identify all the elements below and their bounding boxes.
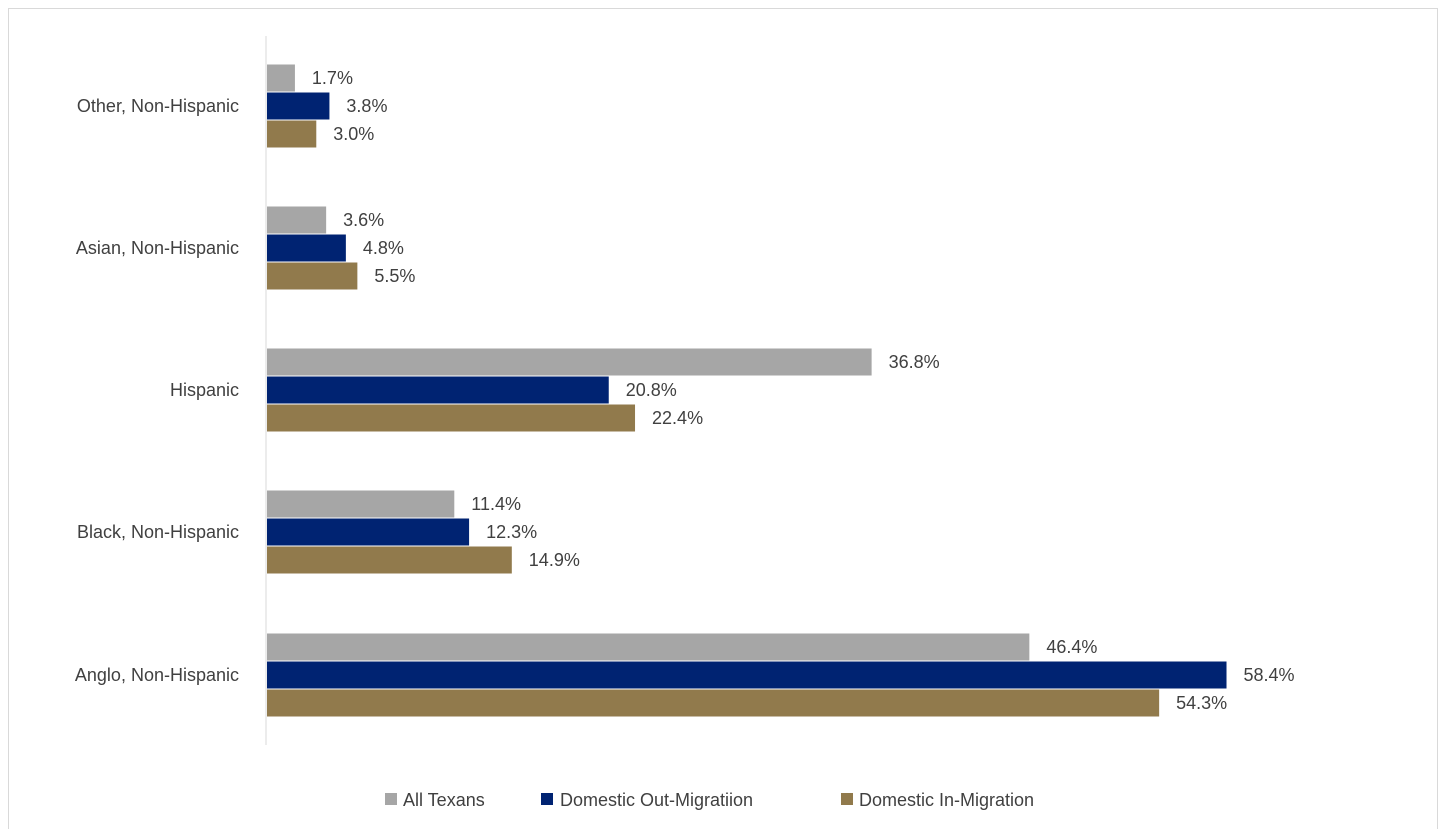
data-label: 58.4% <box>1244 665 1295 685</box>
data-label: 11.4% <box>471 494 521 514</box>
bar-out-migration <box>267 92 330 120</box>
data-label: 54.3% <box>1176 693 1227 713</box>
data-label: 36.8% <box>889 352 940 372</box>
legend-label: Domestic In-Migration <box>859 790 1034 810</box>
bar-all-texans <box>267 633 1030 661</box>
category-label: Other, Non-Hispanic <box>77 96 239 116</box>
legend-swatch <box>385 793 397 805</box>
bar-out-migration <box>267 234 346 262</box>
data-label: 3.8% <box>346 96 387 116</box>
data-label: 3.6% <box>343 210 384 230</box>
bar-out-migration <box>267 518 470 546</box>
category-label: Asian, Non-Hispanic <box>76 238 239 258</box>
data-label: 22.4% <box>652 408 703 428</box>
legend-swatch <box>841 793 853 805</box>
legend-label: All Texans <box>403 790 485 810</box>
bars-layer <box>265 36 1227 745</box>
bar-all-texans <box>267 348 872 376</box>
bar-in-migration <box>267 689 1160 717</box>
category-label: Black, Non-Hispanic <box>77 522 239 542</box>
data-label: 1.7% <box>312 68 353 88</box>
data-label: 20.8% <box>626 380 677 400</box>
data-label: 14.9% <box>529 550 580 570</box>
bar-out-migration <box>267 376 609 404</box>
bar-in-migration <box>267 262 358 290</box>
data-label: 4.8% <box>363 238 404 258</box>
bar-in-migration <box>267 404 636 432</box>
category-label: Anglo, Non-Hispanic <box>75 665 239 685</box>
bar-in-migration <box>267 120 317 148</box>
labels-layer: Other, Non-Hispanic 1.7% 3.8% 3.0% Asian, No… <box>75 68 1295 713</box>
bar-all-texans <box>267 490 455 518</box>
bar-all-texans <box>267 206 327 234</box>
legend-label: Domestic Out-Migratiion <box>560 790 753 810</box>
bar-in-migration <box>267 546 512 574</box>
legend-swatch <box>541 793 553 805</box>
bar-out-migration <box>267 661 1227 689</box>
data-label: 5.5% <box>374 266 415 286</box>
data-label: 46.4% <box>1046 637 1097 657</box>
legend: All Texans Domestic Out-Migratiion Domesti… <box>385 790 1034 810</box>
data-label: 3.0% <box>333 124 374 144</box>
category-label: Hispanic <box>170 380 239 400</box>
data-label: 12.3% <box>486 522 537 542</box>
bar-all-texans <box>267 64 295 92</box>
